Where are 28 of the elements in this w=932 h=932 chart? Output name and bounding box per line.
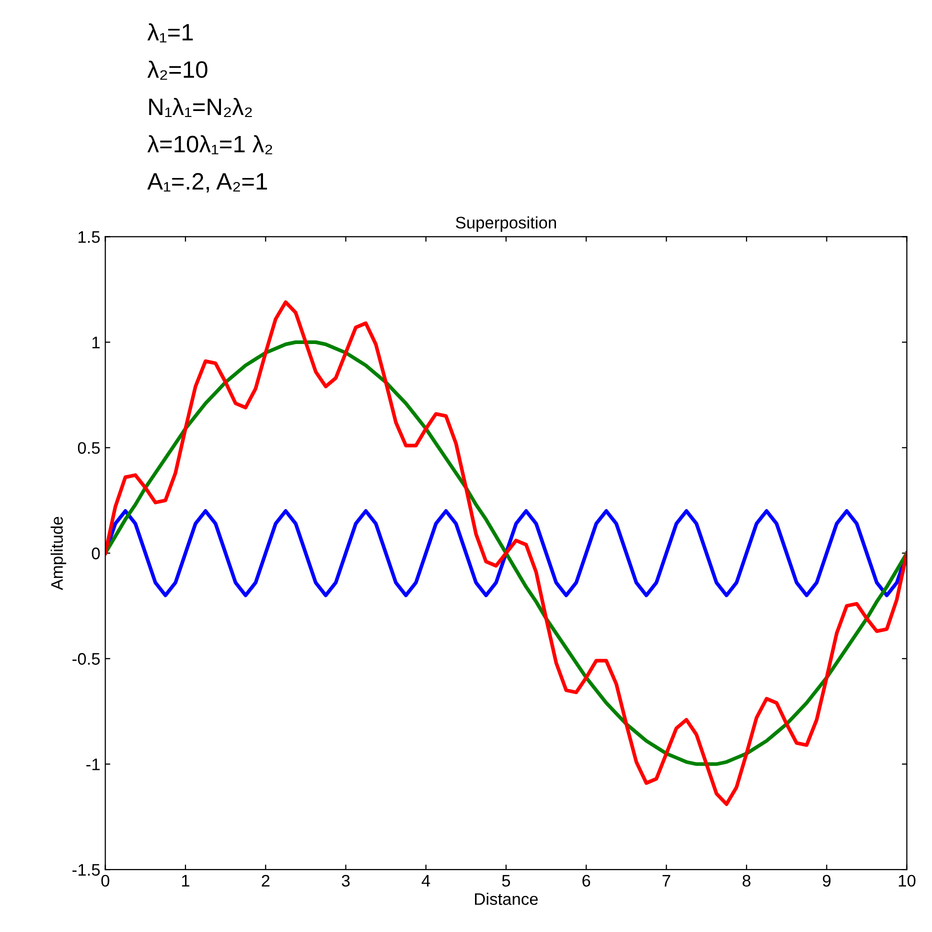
y-tick-label: -1.5 (72, 864, 100, 876)
y-axis-title: Amplitude (50, 516, 66, 590)
x-tick-label: 5 (502, 875, 510, 887)
x-tick-label: 2 (262, 874, 270, 886)
text: N₁λ₁=N₂λ₂ (149, 98, 252, 117)
x-axis-title: Distance (475, 892, 538, 905)
x-tick-label: 3 (342, 874, 350, 887)
x-tick-label: 10 (898, 874, 916, 887)
x-tick-label: 8 (742, 874, 750, 887)
line-series (105, 300, 907, 806)
x-tick-label: 9 (822, 874, 831, 887)
text: λ=10λ₁=1 λ₂ (147, 135, 272, 154)
y-tick-label: 0 (92, 548, 100, 560)
chart-title: Superposition (456, 216, 556, 232)
y-tick-label: 1.5 (78, 231, 100, 243)
y-tick-label: -1 (86, 758, 100, 770)
y-tick-label: 1 (92, 336, 100, 348)
x-tick-label: 1 (182, 875, 190, 886)
line-series (105, 340, 907, 766)
x-tick-label: 0 (101, 874, 110, 887)
x-tick-label: 7 (662, 875, 670, 886)
x-tick-label: 6 (582, 874, 590, 887)
y-tick-label: 0.5 (78, 442, 100, 454)
text: λ₂=10 (147, 60, 208, 80)
y-tick-label: -0.5 (72, 653, 100, 665)
text: λ₁=1 (147, 23, 193, 42)
text: A₁=.2, A₂=1 (147, 173, 267, 193)
x-tick-label: 4 (422, 875, 430, 886)
